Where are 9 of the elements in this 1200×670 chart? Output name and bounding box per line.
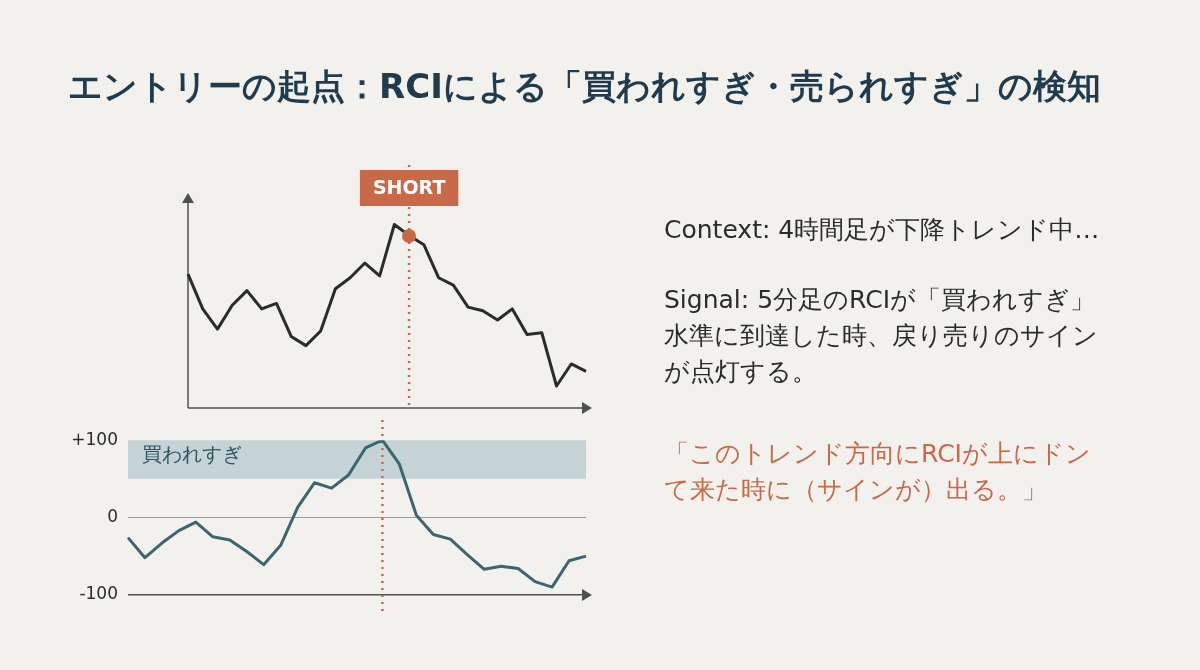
text: 「このトレンド方向にRCIが上にドンて来た時に（サインが）出る。」 <box>664 438 1092 506</box>
y-tick-label: 0 <box>107 505 118 526</box>
chart-title: エントリーの起点：RCIによる「買われすぎ・売られすぎ」の検知 <box>68 65 1101 108</box>
text: Signal: 5分足のRCIが「買われすぎ」水準に到達した時、戻り売りのサインが点灯する。 <box>664 284 1099 388</box>
y-tick-label: -100 <box>79 583 118 604</box>
text: Context: 4時間足が下降トレンド中… <box>664 214 1101 246</box>
y-tick-label: +100 <box>71 428 118 449</box>
text: SHORT <box>372 175 446 198</box>
band-label: 買われすぎ <box>142 441 242 466</box>
